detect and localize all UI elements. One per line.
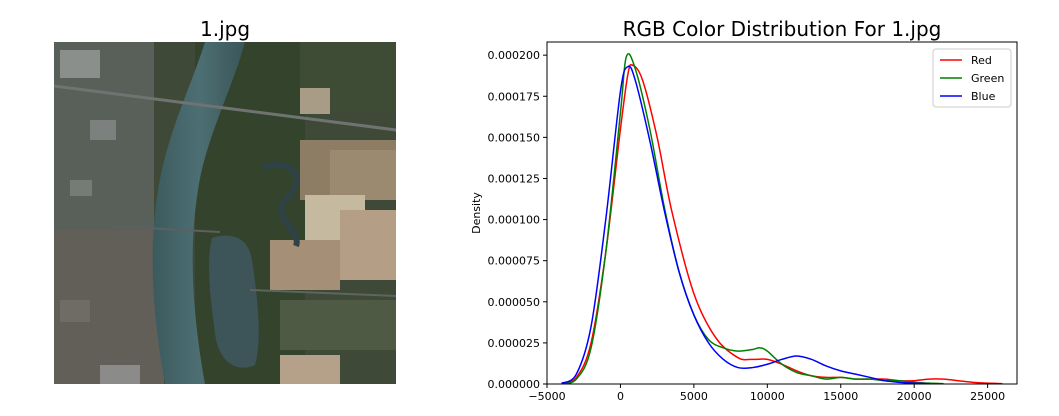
x-tick-label: 15000 bbox=[823, 390, 858, 403]
chart-title: RGB Color Distribution For 1.jpg bbox=[623, 17, 942, 41]
y-tick-label: 0.000125 bbox=[488, 172, 541, 185]
y-tick-label: 0.000000 bbox=[488, 378, 541, 391]
series-line-blue bbox=[561, 65, 929, 384]
x-tick-label: −5000 bbox=[528, 390, 565, 403]
series-layer bbox=[561, 53, 1003, 384]
legend-label-green: Green bbox=[971, 72, 1004, 85]
series-line-red bbox=[561, 63, 1003, 384]
y-tick-label: 0.000050 bbox=[488, 296, 541, 309]
x-tick-label: 20000 bbox=[897, 390, 932, 403]
y-tick-label: 0.000175 bbox=[488, 90, 541, 103]
legend-label-red: Red bbox=[971, 54, 992, 67]
y-tick-label: 0.000025 bbox=[488, 337, 541, 350]
aerial-photo bbox=[53, 42, 397, 384]
series-line-green bbox=[561, 53, 944, 384]
x-axis: −5000 0 5000 10000 15000 20000 25000 bbox=[528, 384, 1005, 403]
legend-frame bbox=[932, 48, 1012, 108]
legend-label-blue: Blue bbox=[971, 90, 996, 103]
y-axis: 0.000000 0.000025 0.000050 0.000075 0.000100… bbox=[488, 49, 547, 391]
x-tick-label: 5000 bbox=[680, 390, 708, 403]
y-axis-label: Density bbox=[470, 192, 483, 234]
y-tick-label: 0.000100 bbox=[488, 214, 541, 227]
x-tick-label: 10000 bbox=[750, 390, 785, 403]
image-title: 1.jpg bbox=[200, 17, 250, 41]
y-tick-label: 0.000150 bbox=[488, 131, 541, 144]
legend: Red Green Blue bbox=[932, 48, 1012, 108]
axes-frame bbox=[546, 41, 1018, 385]
y-tick-label: 0.000075 bbox=[488, 255, 541, 268]
plot-area: −5000 0 5000 10000 15000 20000 25000 0.0000000… bbox=[470, 41, 1018, 403]
legend-items: Red Green Blue bbox=[940, 54, 1004, 103]
x-tick-label: 25000 bbox=[970, 390, 1005, 403]
y-tick-label: 0.000200 bbox=[488, 49, 541, 62]
x-tick-label: 0 bbox=[617, 390, 624, 403]
